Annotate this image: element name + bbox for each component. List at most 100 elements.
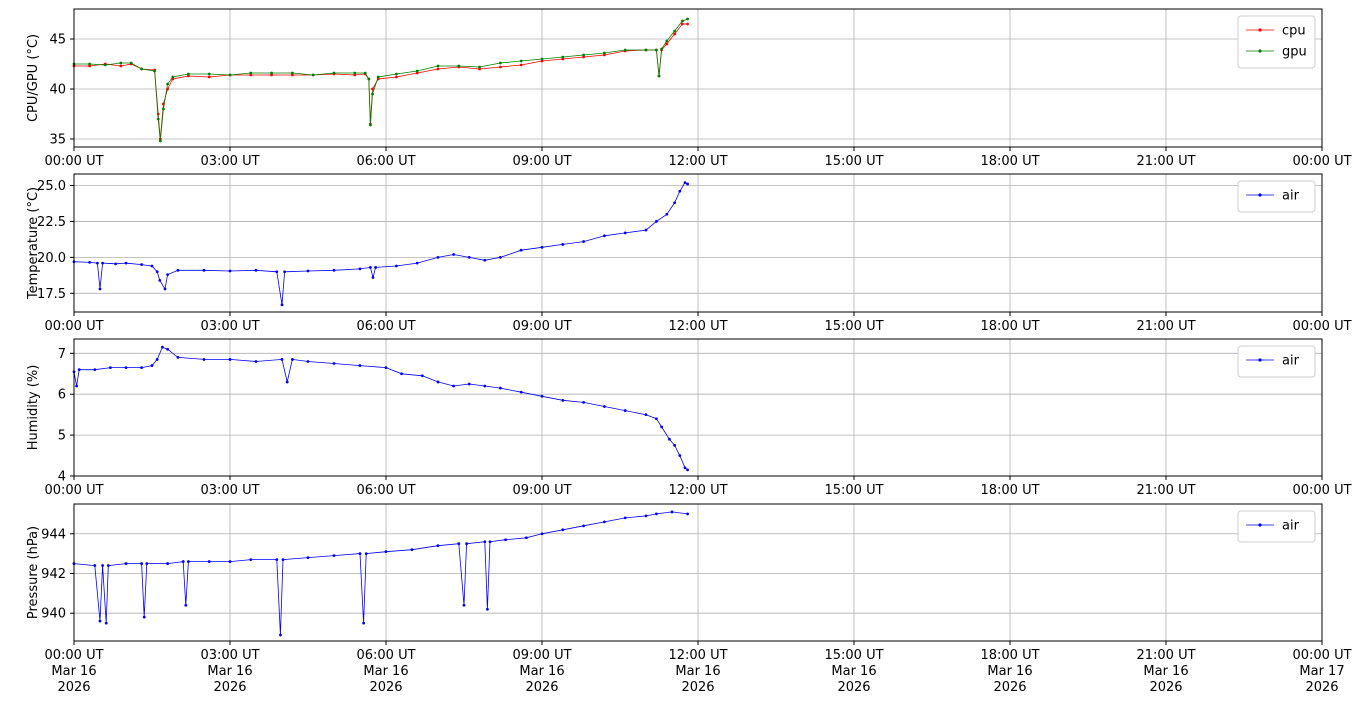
x-tick-label: 12:00 UT [668, 154, 727, 169]
data-point-air [155, 358, 159, 361]
data-point-air [483, 258, 487, 262]
x-tick-label: 09:00 UT [512, 154, 571, 169]
y-tick-label: 20.0 [37, 251, 66, 266]
data-point-air [483, 540, 487, 544]
data-point-gpu [561, 55, 565, 59]
data-point-air [176, 268, 180, 272]
legend-box [1237, 345, 1316, 378]
data-point-air [683, 466, 687, 470]
x-tick-label: 12:00 UT [668, 319, 727, 334]
data-point-air [504, 538, 507, 542]
data-point-air [140, 562, 144, 565]
data-point-air [142, 615, 146, 619]
data-point-air [582, 240, 585, 243]
data-point-gpu [129, 61, 133, 65]
data-point-gpu [415, 69, 419, 73]
data-point-cpu [270, 73, 273, 77]
data-point-air [358, 364, 362, 367]
data-point-air [400, 372, 403, 376]
data-point-air [395, 264, 398, 268]
data-point-air [285, 380, 289, 384]
data-point-gpu [88, 62, 91, 66]
data-point-gpu [519, 59, 523, 63]
data-point-cpu [540, 59, 544, 63]
data-point-air [603, 234, 606, 238]
data-point-gpu [540, 57, 544, 61]
data-point-air [686, 182, 689, 186]
data-point-air [184, 603, 188, 607]
x-tick-label: 06:00 UT [356, 319, 415, 334]
series-line-cpu [74, 23, 688, 140]
data-point-gpu [228, 73, 232, 77]
data-point-gpu [187, 72, 190, 76]
data-point-air [145, 562, 149, 565]
data-point-gpu [207, 72, 211, 76]
data-point-air [77, 368, 81, 372]
data-point-gpu [153, 69, 157, 73]
data-point-cpu [499, 65, 502, 69]
x-tick-label: 03:00 UT [200, 319, 259, 334]
data-point-air [686, 468, 689, 472]
data-point-air [101, 564, 104, 567]
x-tick-label: 09:00 UT Mar 16 2026 [512, 648, 571, 695]
y-axis-label: Pressure (hPa) [26, 526, 41, 619]
data-point-air [655, 512, 658, 516]
data-point-air [673, 201, 676, 205]
data-point-air [176, 356, 180, 359]
data-point-air [166, 273, 170, 277]
data-point-air [306, 269, 310, 273]
x-tick-label: 00:00 UT [44, 154, 103, 169]
data-point-air [462, 603, 466, 607]
y-tick-label: 7 [58, 347, 66, 362]
data-point-air [202, 358, 206, 361]
data-point-air [275, 270, 279, 274]
data-point-air [358, 267, 362, 271]
data-point-air [275, 558, 279, 561]
data-point-gpu [657, 74, 661, 78]
data-point-cpu [207, 75, 211, 79]
x-tick-label: 12:00 UT [668, 483, 727, 498]
x-tick-label: 03:00 UT [200, 154, 259, 169]
data-point-air [384, 550, 388, 554]
x-tick-label: 15:00 UT Mar 16 2026 [824, 648, 883, 695]
data-point-air [228, 358, 232, 361]
y-tick-label: 940 [41, 607, 66, 622]
data-point-air [623, 409, 627, 412]
data-point-cpu [371, 87, 374, 91]
data-point-cpu [353, 73, 357, 77]
data-point-gpu [686, 17, 689, 21]
x-tick-label: 15:00 UT [824, 483, 883, 498]
y-axis-label: Humidity (%) [26, 365, 41, 451]
data-point-air [668, 437, 671, 441]
data-point-gpu [369, 123, 372, 127]
data-point-air [281, 558, 285, 561]
data-point-gpu [673, 29, 676, 33]
data-point-gpu [119, 61, 123, 65]
data-point-air [140, 366, 144, 370]
data-point-air [124, 366, 128, 370]
data-point-air [140, 263, 144, 266]
data-point-air [332, 268, 336, 272]
data-point-air [187, 560, 190, 563]
data-point-air [644, 228, 648, 232]
data-point-gpu [376, 75, 380, 79]
x-tick-label: 00:00 UT [44, 483, 103, 498]
data-point-air [660, 425, 663, 429]
x-tick-label: 15:00 UT [824, 319, 883, 334]
data-point-air [228, 560, 232, 563]
legend-label-gpu: gpu [1282, 45, 1307, 60]
data-point-air [483, 384, 487, 388]
data-point-air [150, 364, 154, 367]
data-point-air [280, 358, 284, 361]
data-point-air [488, 540, 492, 544]
y-tick-label: 5 [58, 429, 66, 444]
legend-marker-air [1258, 358, 1262, 362]
data-point-gpu [311, 73, 315, 77]
legend-marker-air [1258, 193, 1262, 197]
data-point-gpu [291, 71, 294, 75]
data-point-air [93, 564, 97, 567]
data-point-air [104, 621, 108, 625]
data-point-cpu [415, 71, 419, 75]
data-point-air [364, 552, 368, 556]
y-tick-label: 22.5 [37, 215, 66, 230]
